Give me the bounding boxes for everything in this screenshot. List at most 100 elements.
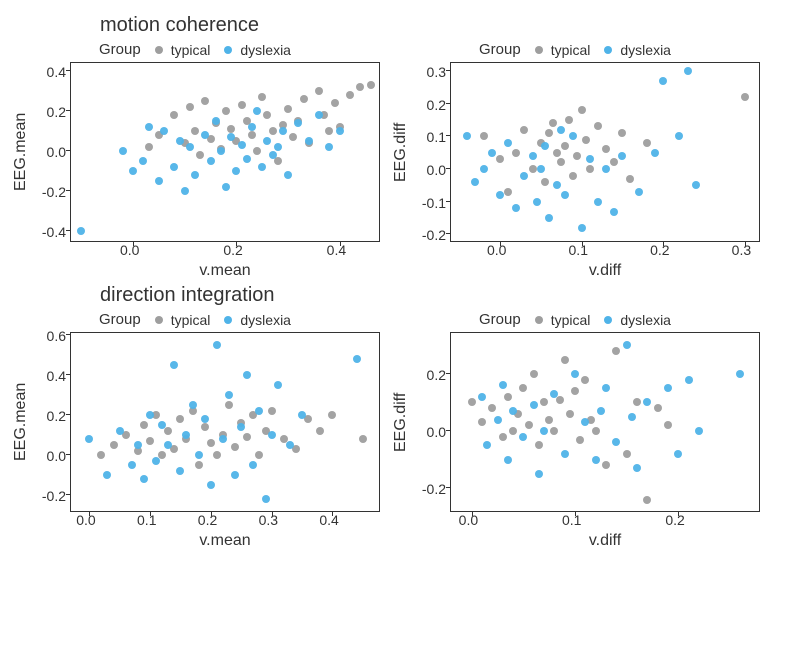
data-point xyxy=(225,391,233,399)
plot-area xyxy=(450,332,760,512)
plot-wrap: EEG.mean-0.20.00.20.40.6 xyxy=(10,332,380,512)
legend-label: typical xyxy=(171,312,211,328)
dyslexia-swatch-icon xyxy=(224,316,232,324)
y-tick-label: 0.2 xyxy=(47,104,66,120)
data-point xyxy=(255,407,263,415)
data-point xyxy=(248,123,256,131)
data-point xyxy=(249,461,257,469)
data-point xyxy=(480,165,488,173)
data-point xyxy=(623,341,631,349)
y-tick-label: 0.3 xyxy=(427,64,446,80)
data-point xyxy=(316,427,324,435)
data-point xyxy=(186,103,194,111)
data-point xyxy=(356,83,364,91)
data-point xyxy=(353,355,361,363)
data-point xyxy=(207,439,215,447)
y-tick-label: -0.2 xyxy=(42,488,66,504)
data-point xyxy=(602,145,610,153)
data-point xyxy=(315,87,323,95)
data-point xyxy=(195,461,203,469)
data-point xyxy=(225,401,233,409)
data-point xyxy=(274,381,282,389)
y-tick-icon xyxy=(446,373,451,374)
data-point xyxy=(597,407,605,415)
data-point xyxy=(97,451,105,459)
y-tick-label: 0.0 xyxy=(427,162,446,178)
data-point xyxy=(253,147,261,155)
data-point xyxy=(537,165,545,173)
data-point xyxy=(519,384,527,392)
legend-label: dyslexia xyxy=(240,312,291,328)
data-point xyxy=(592,427,600,435)
data-point xyxy=(164,427,172,435)
legend-item-dyslexia: dyslexia xyxy=(224,312,291,328)
y-tick-label: -0.1 xyxy=(422,195,446,211)
data-point xyxy=(325,127,333,135)
data-point xyxy=(592,456,600,464)
data-point xyxy=(243,371,251,379)
y-axis: -0.4-0.20.00.20.4 xyxy=(32,62,70,242)
data-point xyxy=(263,111,271,119)
data-point xyxy=(471,178,479,186)
data-point xyxy=(140,475,148,483)
data-point xyxy=(736,370,744,378)
data-point xyxy=(248,131,256,139)
data-point xyxy=(238,141,246,149)
dyslexia-swatch-icon xyxy=(604,316,612,324)
data-point xyxy=(626,175,634,183)
typical-swatch-icon xyxy=(155,46,163,54)
data-point xyxy=(541,142,549,150)
legend-item-typical: typical xyxy=(535,42,591,58)
x-axis: 0.00.10.2 xyxy=(450,512,760,530)
data-point xyxy=(618,152,626,160)
data-point xyxy=(146,411,154,419)
data-point xyxy=(195,451,203,459)
y-tick-icon xyxy=(446,233,451,234)
data-point xyxy=(284,105,292,113)
data-point xyxy=(504,139,512,147)
x-tick-label: 0.2 xyxy=(198,512,217,528)
y-tick-label: 0.0 xyxy=(47,144,66,160)
data-point xyxy=(176,467,184,475)
x-axis: 0.00.20.4 xyxy=(70,242,380,260)
y-tick-icon xyxy=(446,430,451,431)
data-point xyxy=(594,122,602,130)
data-point xyxy=(119,147,127,155)
row-top: GrouptypicaldyslexiaEEG.mean-0.4-0.20.00… xyxy=(10,39,790,280)
data-point xyxy=(488,149,496,157)
data-point xyxy=(284,171,292,179)
data-point xyxy=(478,393,486,401)
plot-wrap: EEG.mean-0.4-0.20.00.20.4 xyxy=(10,62,380,242)
y-tick-icon xyxy=(446,70,451,71)
data-point xyxy=(243,433,251,441)
y-tick-icon xyxy=(66,334,71,335)
x-tick-label: 0.1 xyxy=(562,512,581,528)
data-point xyxy=(116,427,124,435)
data-point xyxy=(610,158,618,166)
y-tick-icon xyxy=(66,494,71,495)
legend-label: dyslexia xyxy=(240,42,291,58)
data-point xyxy=(196,151,204,159)
data-point xyxy=(238,101,246,109)
y-tick-icon xyxy=(66,230,71,231)
data-point xyxy=(612,438,620,446)
data-point xyxy=(128,461,136,469)
data-point xyxy=(578,106,586,114)
data-point xyxy=(520,172,528,180)
data-point xyxy=(222,107,230,115)
data-point xyxy=(262,495,270,503)
data-point xyxy=(268,407,276,415)
data-point xyxy=(488,404,496,412)
data-point xyxy=(741,93,749,101)
data-point xyxy=(664,421,672,429)
data-point xyxy=(633,398,641,406)
data-point xyxy=(140,421,148,429)
legend-title: Group xyxy=(99,41,141,58)
data-point xyxy=(146,437,154,445)
x-tick-label: 0.0 xyxy=(487,242,506,258)
x-tick-label: 0.1 xyxy=(137,512,156,528)
data-point xyxy=(145,143,153,151)
data-point xyxy=(186,143,194,151)
x-axis: 0.00.10.20.30.4 xyxy=(70,512,380,530)
data-point xyxy=(643,139,651,147)
